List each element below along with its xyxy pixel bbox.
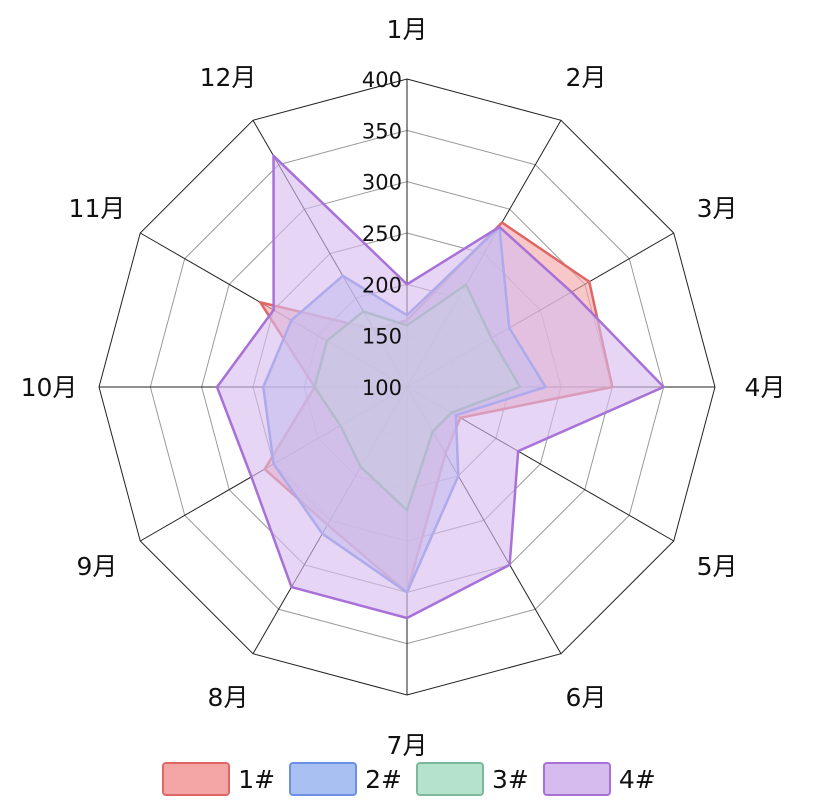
tick-label: 350 xyxy=(362,119,402,143)
legend-item: 1# xyxy=(162,762,281,796)
tick-label: 100 xyxy=(362,376,402,400)
legend-item: 3# xyxy=(416,762,535,796)
category-label: 4月 xyxy=(745,373,786,402)
legend-label: 1# xyxy=(238,764,276,794)
series-4-point xyxy=(272,154,275,158)
legend-item: 4# xyxy=(542,762,662,796)
series-1-point xyxy=(500,221,504,224)
legend-swatch xyxy=(416,762,484,796)
tick-label: 300 xyxy=(362,171,402,195)
series-4-point xyxy=(250,475,253,479)
tick-label: 150 xyxy=(362,325,402,349)
category-label: 12月 xyxy=(200,63,257,92)
legend-swatch xyxy=(542,762,611,796)
series-group xyxy=(215,154,665,620)
legend-swatch xyxy=(162,762,231,796)
series-4-point xyxy=(272,308,275,312)
series-4-point xyxy=(405,616,409,620)
legend: 1# 2# 3# 4# xyxy=(0,757,824,801)
category-label: 6月 xyxy=(566,683,607,712)
series-4-point xyxy=(662,385,665,389)
legend-label: 4# xyxy=(618,764,656,794)
series-4-point xyxy=(570,290,573,294)
category-label: 9月 xyxy=(77,552,118,581)
series-4-point xyxy=(405,283,409,286)
category-label: 2月 xyxy=(566,63,607,92)
legend-swatch xyxy=(289,762,358,796)
category-label: 10月 xyxy=(21,373,78,402)
series-4-point xyxy=(498,225,501,229)
tick-label: 200 xyxy=(362,273,402,297)
series-4-point xyxy=(215,385,219,389)
category-label: 1月 xyxy=(387,15,428,44)
category-label: 8月 xyxy=(208,683,249,712)
series-4-point xyxy=(290,585,293,589)
category-label: 7月 xyxy=(387,731,428,757)
series-1-point xyxy=(588,280,591,283)
radar-chart: 100 150 200 250 300 350 400 1月 2月 3月 4月 5月 6月 7月 8月 9月 1… xyxy=(21,15,786,757)
category-label: 11月 xyxy=(69,194,126,223)
legend-item: 2# xyxy=(289,762,408,796)
category-label: 3月 xyxy=(697,194,738,223)
series-4-point xyxy=(516,449,520,453)
tick-label: 400 xyxy=(362,68,402,92)
series-4-area xyxy=(215,154,665,620)
category-label: 5月 xyxy=(697,552,738,581)
legend-label: 3# xyxy=(492,764,529,794)
legend-label: 2# xyxy=(365,764,402,794)
axis-labels: 100 150 200 250 300 350 400 1月 2月 3月 4月 5月 6月 7月 8月 9月 1… xyxy=(21,15,786,757)
series-1-point xyxy=(259,301,262,304)
series-4-point xyxy=(508,563,511,567)
tick-label: 250 xyxy=(362,222,402,246)
